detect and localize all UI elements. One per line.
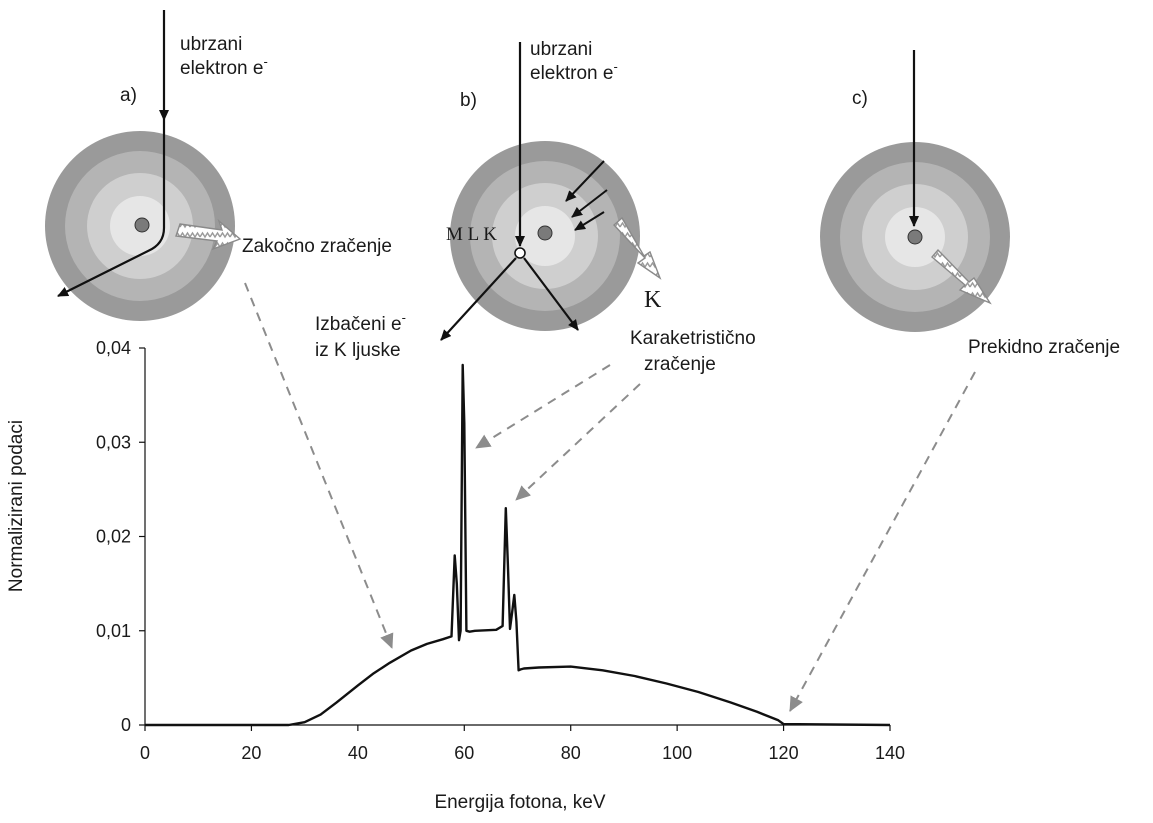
x-tick-label: 20 (241, 743, 261, 763)
pointer-characteristic-to-peak1 (475, 364, 611, 449)
shell-labels: M L K (446, 224, 497, 245)
pointer-bremsstrahlung-to-curve (244, 282, 394, 649)
panel-b-letter: b) (460, 90, 477, 111)
panel-a-electron-label-line2: elektron e- (180, 54, 268, 79)
k-shell-vacancy (514, 247, 526, 259)
nucleus-c (907, 229, 923, 245)
x-tick-label: 60 (454, 743, 474, 763)
x-tick-label: 120 (769, 743, 799, 763)
x-tick-label: 40 (348, 743, 368, 763)
transition-arrow-3 (574, 211, 605, 231)
ejected-label-line2: iz K ljuske (315, 340, 401, 361)
y-tick-label: 0,01 (96, 621, 131, 641)
y-axis-label: Normalizirani podaci (6, 420, 27, 592)
cutoff-photon-arrow (931, 248, 992, 305)
ejected-label-line1: Izbačeni e- (315, 310, 406, 335)
cutoff-radiation-label: Prekidno zračenje (968, 337, 1120, 358)
panel-b-electron-text: elektron e (530, 63, 613, 84)
ejected-label-text: Izbačeni e (315, 314, 402, 335)
panel-b-electron-label-line1: ubrzani (530, 39, 592, 60)
y-tick-label: 0,02 (96, 527, 131, 547)
y-tick-label: 0,04 (96, 338, 131, 358)
characteristic-label-line1: Karaketristično (630, 328, 756, 349)
panel-a-electron-sup: - (263, 54, 267, 69)
pointer-arrows (244, 282, 976, 712)
x-tick-label: 140 (875, 743, 905, 763)
characteristic-label-line2: zračenje (644, 354, 716, 375)
ejected-electron-arrow (440, 257, 517, 341)
atom-b (450, 141, 640, 331)
k-line-label: K (644, 287, 662, 313)
x-axis-label: Energija fotona, keV (434, 792, 605, 813)
spectrum-curve (145, 363, 891, 727)
y-tick-label: 0,03 (96, 432, 131, 452)
atom-a (45, 131, 235, 321)
pointer-cutoff-to-curve (789, 371, 976, 712)
transition-arrow-2 (571, 189, 608, 218)
bremsstrahlung-label: Zakočno zračenje (242, 236, 392, 257)
panel-c: c) Prekidno zračenje (820, 50, 1120, 358)
scattered-electron-arrow (523, 257, 579, 331)
nucleus-b (537, 225, 553, 241)
spectrum-points (145, 365, 890, 725)
panel-a: ubrzani elektron e- a) Zakočno zračenje (45, 10, 392, 321)
spectrum-chart: 0 0,01 0,02 0,03 0,04 0 20 40 60 80 100 120 140 Ene… (6, 338, 905, 813)
bremsstrahlung-photon-arrow (175, 218, 242, 251)
pointer-characteristic-to-peak2 (515, 383, 641, 501)
nucleus-a (134, 217, 150, 233)
panel-a-electron-label-line1: ubrzani (180, 34, 242, 55)
x-tick-label: 80 (561, 743, 581, 763)
panel-b: ubrzani elektron e- b) M L K K Izbačeni … (315, 39, 756, 375)
panel-c-letter: c) (852, 88, 868, 109)
panel-a-electron-text: elektron e (180, 58, 263, 79)
characteristic-photon-arrow (612, 216, 662, 280)
x-tick-label: 100 (662, 743, 692, 763)
x-tick-label: 0 (140, 743, 150, 763)
panel-a-letter: a) (120, 85, 137, 106)
deflected-electron-path-a (57, 120, 166, 297)
ejected-label-sup: - (402, 310, 406, 325)
panel-b-electron-label-line2: elektron e- (530, 59, 618, 84)
y-axis-ticks: 0 0,01 0,02 0,03 0,04 (96, 338, 145, 735)
panel-b-electron-sup: - (613, 59, 617, 74)
transition-arrow-1 (565, 160, 605, 202)
y-tick-label: 0 (121, 715, 131, 735)
x-axis-ticks: 0 20 40 60 80 100 120 140 (140, 725, 905, 763)
